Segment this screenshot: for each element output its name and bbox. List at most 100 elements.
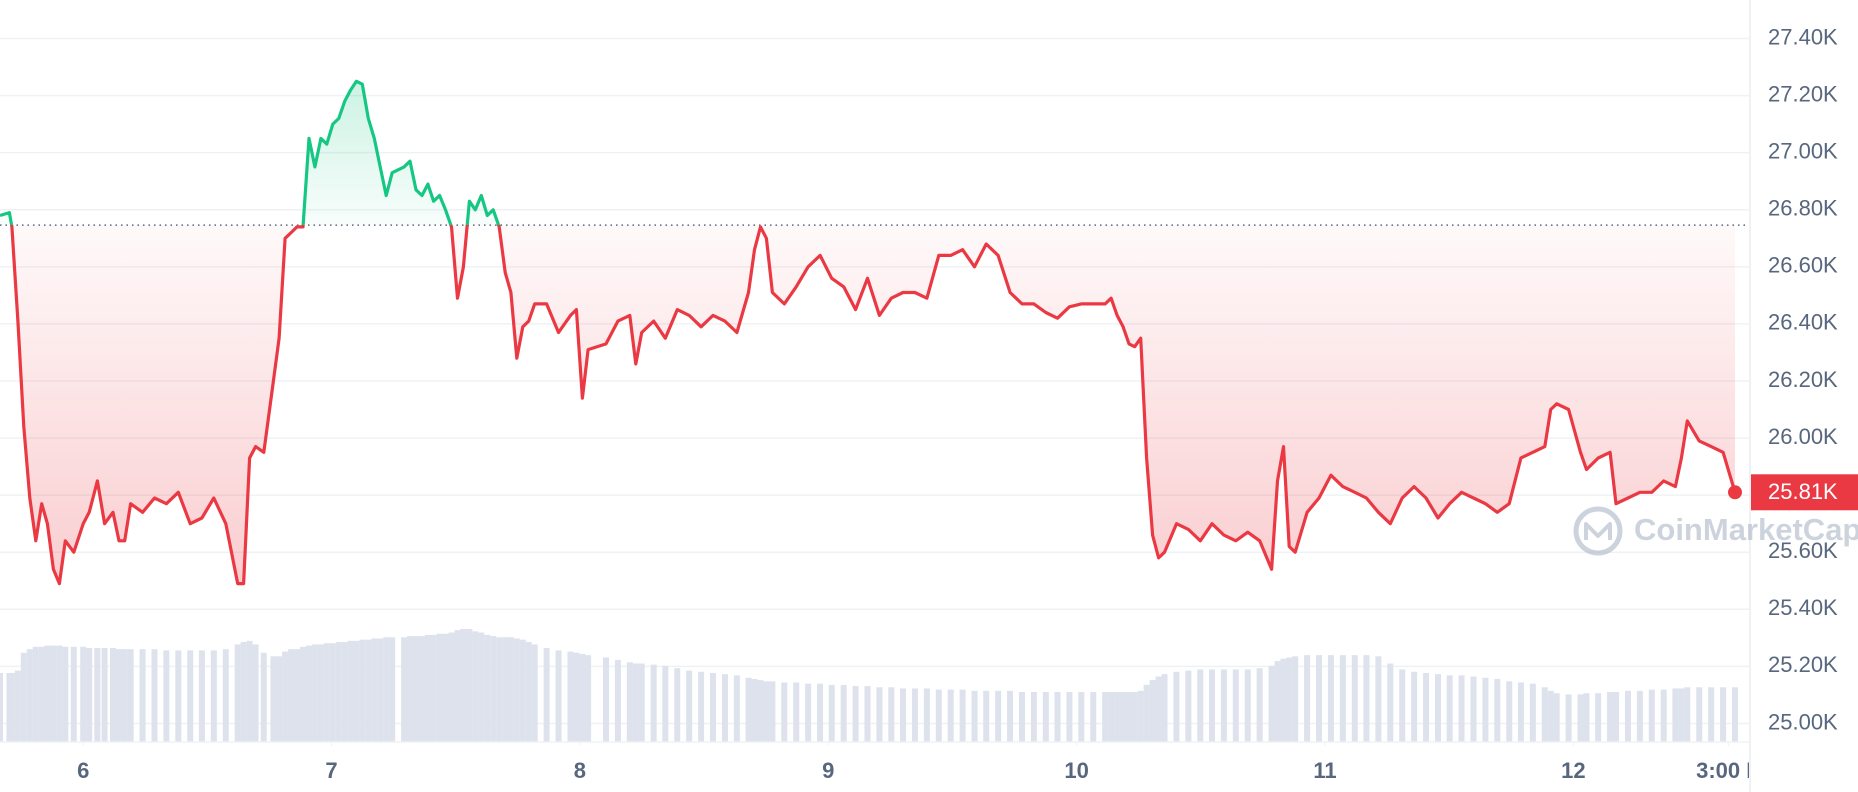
- volume-bar: [305, 645, 312, 742]
- volume-bar: [900, 688, 907, 742]
- volume-bar: [86, 647, 93, 742]
- volume-bar: [1541, 687, 1548, 742]
- volume-bar: [507, 637, 514, 742]
- volume-bar: [1007, 690, 1014, 742]
- current-price-badge: [1751, 474, 1858, 511]
- volume-bar: [407, 636, 414, 742]
- volume-bar: [299, 646, 306, 742]
- volume-bar: [793, 682, 800, 742]
- volume-bar: [460, 628, 467, 742]
- volume-bar: [1678, 688, 1685, 742]
- volume-bar: [805, 683, 812, 742]
- y-tick-label: 26.80K: [1768, 196, 1838, 221]
- volume-bar: [210, 650, 217, 742]
- volume-bar: [240, 642, 247, 742]
- volume-bar: [1126, 692, 1133, 742]
- volume-bar: [198, 650, 205, 742]
- volume-bar: [1577, 694, 1584, 742]
- volume-bar: [1066, 692, 1073, 742]
- volume-bar: [567, 651, 574, 742]
- volume-bar: [1256, 668, 1263, 742]
- volume-bar: [519, 639, 526, 742]
- volume-bar: [721, 674, 728, 742]
- volume-bar: [911, 688, 918, 742]
- volume-bar: [1108, 692, 1115, 742]
- volume-bar: [1684, 687, 1691, 742]
- watermark: CoinMarketCap: [1573, 506, 1858, 556]
- volume-bar: [335, 642, 342, 742]
- volume-bar: [94, 647, 101, 742]
- y-tick-label: 27.20K: [1768, 81, 1838, 106]
- volume-bar: [1529, 683, 1536, 742]
- volume-bar: [1583, 693, 1590, 742]
- volume-bar: [1078, 692, 1085, 742]
- volume-bar: [1351, 655, 1358, 742]
- volume-bar: [442, 633, 449, 742]
- volume-bar: [1732, 687, 1738, 742]
- x-tick-label: 12: [1561, 758, 1585, 783]
- volume-bar: [401, 637, 408, 742]
- volume-bar: [632, 663, 639, 742]
- y-axis-panel: [1750, 0, 1858, 792]
- volume-bar: [781, 682, 788, 742]
- volume-bar: [260, 652, 267, 742]
- volume-bar: [995, 690, 1002, 742]
- y-tick-label: 26.40K: [1768, 310, 1838, 335]
- volume-bar: [1149, 680, 1156, 742]
- volume-bar: [121, 649, 128, 742]
- volume-bar: [817, 683, 824, 742]
- y-tick-label: 25.40K: [1768, 595, 1838, 620]
- volume-bar: [377, 638, 384, 742]
- volume-bar: [1613, 692, 1620, 742]
- volume-bar: [1672, 688, 1679, 742]
- x-tick-label: 9: [822, 758, 834, 783]
- volume-bar: [246, 640, 253, 742]
- volume-bar: [26, 649, 33, 742]
- volume-bar: [8, 672, 15, 742]
- volume-bar: [1708, 687, 1715, 742]
- volume-bar: [1208, 669, 1215, 742]
- x-tick-label: 11: [1313, 758, 1336, 783]
- volume-bar: [1155, 676, 1162, 742]
- volume-bar: [365, 639, 372, 742]
- volume-bar: [1030, 692, 1037, 742]
- volume-bar: [418, 636, 425, 742]
- volume-bar: [115, 649, 122, 742]
- volume-bar: [1304, 655, 1311, 742]
- volume-bar: [187, 650, 194, 742]
- volume-bar: [139, 649, 146, 742]
- volume-bar: [1375, 656, 1382, 742]
- volume-bar: [329, 643, 336, 742]
- last-point: [1728, 485, 1742, 500]
- volume-bar: [1090, 692, 1097, 742]
- volume-bar: [674, 668, 681, 742]
- volume-bar: [923, 688, 930, 742]
- volume-bar: [751, 678, 758, 742]
- volume-bar: [614, 659, 621, 742]
- volume-bar: [1696, 687, 1703, 742]
- volume-bar: [80, 646, 87, 742]
- volume-bar: [50, 645, 57, 742]
- x-tick-label: 6: [77, 758, 89, 783]
- volume-bar: [1470, 676, 1477, 742]
- y-tick-label: 26.00K: [1768, 424, 1838, 449]
- volume-bar: [270, 656, 277, 742]
- volume-bar: [496, 637, 503, 742]
- y-tick-label: 27.00K: [1768, 138, 1838, 163]
- volume-bar: [1648, 689, 1655, 742]
- volume-bar: [585, 655, 592, 742]
- current-price-label: 25.81K: [1768, 479, 1838, 504]
- volume-bar: [513, 638, 520, 742]
- volume-bar: [1292, 656, 1299, 742]
- volume-bar: [1137, 690, 1144, 742]
- volume-bar: [151, 649, 158, 742]
- y-tick-label: 26.20K: [1768, 367, 1838, 392]
- volume-bar: [1517, 682, 1524, 742]
- volume-bar: [1232, 669, 1239, 742]
- volume-bar: [14, 670, 21, 742]
- x-tick-label: 7: [325, 758, 337, 783]
- volume-bar: [341, 642, 348, 742]
- volume-bar: [1363, 655, 1370, 742]
- volume-bar: [602, 657, 609, 742]
